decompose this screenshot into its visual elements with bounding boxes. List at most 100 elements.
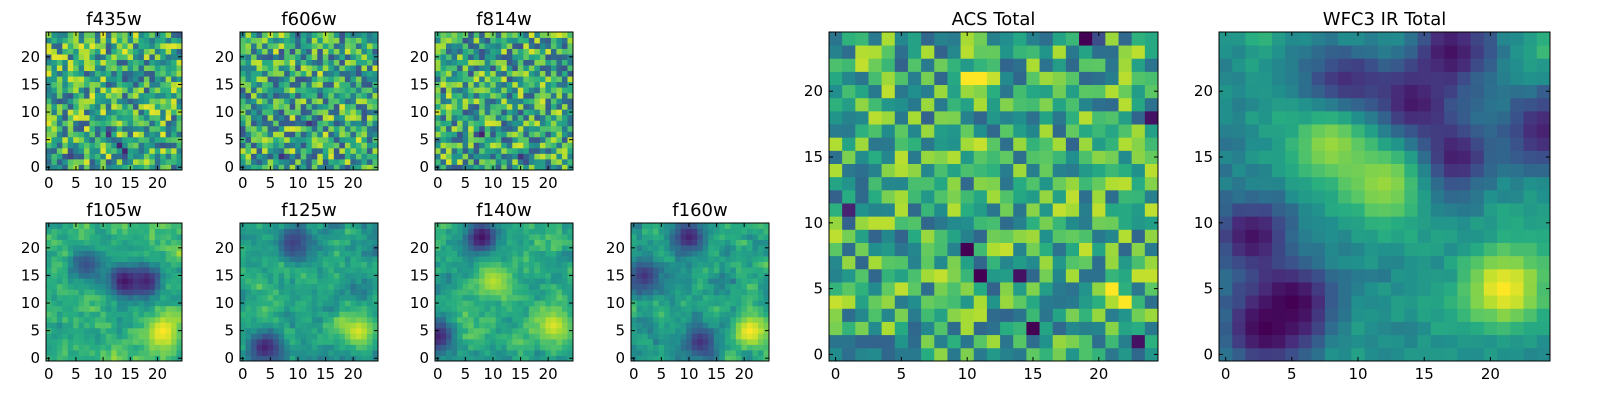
heatmap-cell <box>171 76 177 83</box>
heatmap-cell <box>100 239 107 246</box>
heatmap-cell <box>262 355 268 362</box>
heatmap-cell <box>176 65 183 72</box>
heatmap-cell <box>556 272 563 279</box>
heatmap-cell <box>306 54 313 60</box>
heatmap-cell <box>446 267 452 274</box>
heatmap-cell <box>960 203 975 217</box>
heatmap-cell <box>267 109 274 116</box>
heatmap-cell <box>440 87 447 94</box>
heatmap-cell <box>62 278 69 285</box>
heatmap-cell <box>328 125 335 132</box>
heatmap-cell <box>561 120 568 127</box>
heatmap-cell <box>556 131 563 138</box>
heatmap-cell <box>333 103 340 110</box>
heatmap-cell <box>171 355 177 362</box>
heatmap-cell <box>468 234 475 240</box>
heatmap-cell <box>451 32 458 38</box>
heatmap-cell <box>165 327 172 334</box>
heatmap-cell <box>921 295 935 309</box>
heatmap-cell <box>240 239 246 246</box>
heatmap-cell <box>1131 176 1146 191</box>
heatmap-cell <box>556 114 563 121</box>
heatmap-cell <box>675 250 682 257</box>
heatmap-cell <box>67 70 74 77</box>
heatmap-cell <box>501 120 508 127</box>
heatmap-cell <box>251 120 257 127</box>
heatmap-cell <box>160 294 167 301</box>
heatmap-cell <box>724 250 731 257</box>
heatmap-cell <box>273 316 280 323</box>
heatmap-cell <box>143 103 150 110</box>
heatmap-cell <box>631 256 637 263</box>
heatmap-cell <box>245 300 252 307</box>
heatmap-cell <box>300 344 307 351</box>
heatmap-cell <box>724 338 731 345</box>
heatmap-cell <box>350 305 357 312</box>
heatmap-cell <box>311 153 318 160</box>
heatmap-cell <box>116 305 123 312</box>
heatmap-cell <box>702 228 709 235</box>
heatmap-cell <box>462 37 469 44</box>
heatmap-cell <box>62 54 69 60</box>
heatmap-cell <box>46 338 52 345</box>
heatmap-cell <box>567 98 574 105</box>
heatmap-cell <box>451 272 458 279</box>
heatmap-cell <box>642 289 648 296</box>
heatmap-cell <box>545 305 552 312</box>
heatmap-cell <box>479 98 486 105</box>
heatmap-cell <box>111 311 118 318</box>
heatmap-cell <box>73 234 80 240</box>
heatmap-cell <box>550 147 557 154</box>
heatmap-cell <box>73 278 80 285</box>
heatmap-cell <box>333 147 340 154</box>
heatmap-cell <box>372 43 379 49</box>
heatmap-cell <box>171 250 177 257</box>
heatmap-cell <box>245 153 252 160</box>
heatmap-cell <box>273 32 280 38</box>
heatmap-cell <box>506 256 513 263</box>
heatmap-cell <box>556 223 563 229</box>
heatmap-cell <box>501 54 508 60</box>
heatmap-cell <box>105 87 112 94</box>
heatmap-cell <box>143 43 150 49</box>
heatmap-cell <box>122 338 128 345</box>
heatmap-cell <box>501 278 508 285</box>
heatmap-cell <box>171 316 177 323</box>
heatmap-cell <box>372 239 379 246</box>
heatmap-cell <box>664 278 671 285</box>
heatmap-cell <box>251 278 257 285</box>
heatmap-cell <box>143 250 150 257</box>
heatmap-cell <box>317 322 324 329</box>
heatmap-cell <box>171 54 177 60</box>
heatmap-cell <box>251 283 257 290</box>
heatmap-cell <box>344 349 351 356</box>
heatmap-cell <box>506 81 513 88</box>
heatmap-cell <box>523 223 530 229</box>
heatmap-cell <box>664 311 671 318</box>
heatmap-cell <box>435 267 441 274</box>
heatmap-cell <box>446 344 452 351</box>
heatmap-cell <box>934 242 948 257</box>
heatmap-cell <box>73 131 80 138</box>
heatmap-cell <box>51 164 58 171</box>
heatmap-cell <box>567 43 574 49</box>
heatmap-cell <box>686 300 693 307</box>
heatmap-cell <box>333 223 340 229</box>
heatmap-cell <box>642 349 648 356</box>
heatmap-cell <box>642 223 648 229</box>
heatmap-cell <box>550 239 557 246</box>
heatmap-cell <box>361 76 368 83</box>
heatmap-cell <box>484 289 491 296</box>
heatmap-cell <box>171 37 177 44</box>
heatmap-cell <box>512 120 519 127</box>
heatmap-cell <box>556 250 563 257</box>
heatmap-cell <box>523 300 530 307</box>
heatmap-cell <box>51 43 58 49</box>
heatmap-cell <box>355 300 362 307</box>
heatmap-cell <box>89 283 96 290</box>
heatmap-cell <box>539 43 546 49</box>
heatmap-cell <box>46 305 52 312</box>
heatmap-cell <box>1000 268 1014 283</box>
heatmap-cell <box>143 355 150 362</box>
